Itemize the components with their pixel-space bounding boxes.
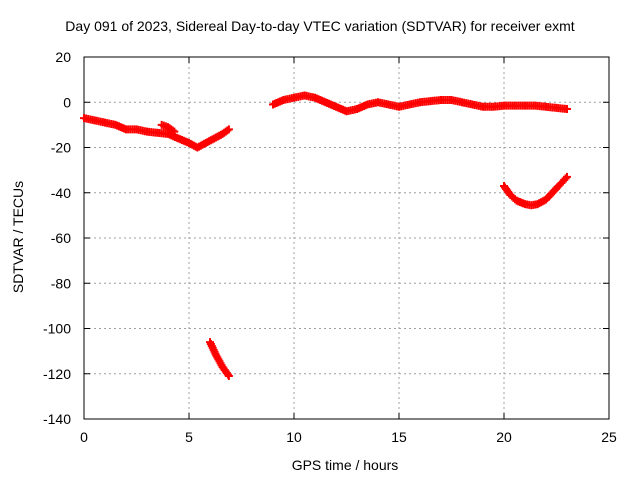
y-tick-label-3: -40: [51, 185, 71, 201]
series-segment-4: [500, 172, 571, 210]
data-point-4-9: [563, 172, 571, 181]
x-tick-label-0: 0: [80, 429, 88, 445]
data-point-4-8-5: [561, 174, 570, 183]
series-segment-1: [80, 114, 233, 152]
data-point-0-15: [224, 125, 233, 134]
x-tick-label-5: 25: [601, 429, 617, 445]
y-tick-label-5: -80: [51, 275, 71, 291]
series-segment-3: [269, 91, 571, 116]
tick-layer: 0 5 10 15 20 25 20 0 -20 -40 -60 -80 -100 -120 -140: [43, 49, 617, 445]
x-axis-label: GPS time / hours: [291, 457, 399, 473]
data-point-2-2-5: [223, 370, 232, 379]
series-segment-2: [206, 338, 233, 381]
series-segment-1b: [157, 120, 179, 136]
x-tick-label-1: 5: [185, 429, 193, 445]
y-tick-label-1: 0: [63, 94, 71, 110]
y-tick-label-2: -20: [51, 140, 71, 156]
y-tick-label-7: -120: [43, 366, 71, 382]
x-tick-label-3: 15: [391, 429, 407, 445]
x-tick-label-2: 10: [286, 429, 302, 445]
y-axis-label: SDTVAR / TECUs: [10, 180, 26, 294]
x-tick-label-4: 20: [496, 429, 512, 445]
data-point-1-1-3: [168, 126, 177, 135]
grid-layer: [84, 57, 609, 419]
data-layer: [80, 91, 571, 381]
chart-title: Day 091 of 2023, Sidereal Day-to-day VTE…: [65, 18, 575, 34]
y-tick-label-6: -100: [43, 321, 71, 337]
data-point-0-14-3: [223, 126, 232, 135]
data-point-3-28: [563, 105, 571, 114]
data-point-2-3: [224, 372, 233, 381]
y-tick-label-8: -140: [43, 411, 71, 427]
y-tick-label-4: -60: [51, 230, 71, 246]
data-point-1-2: [170, 127, 179, 136]
y-tick-label-0: 20: [55, 49, 71, 65]
